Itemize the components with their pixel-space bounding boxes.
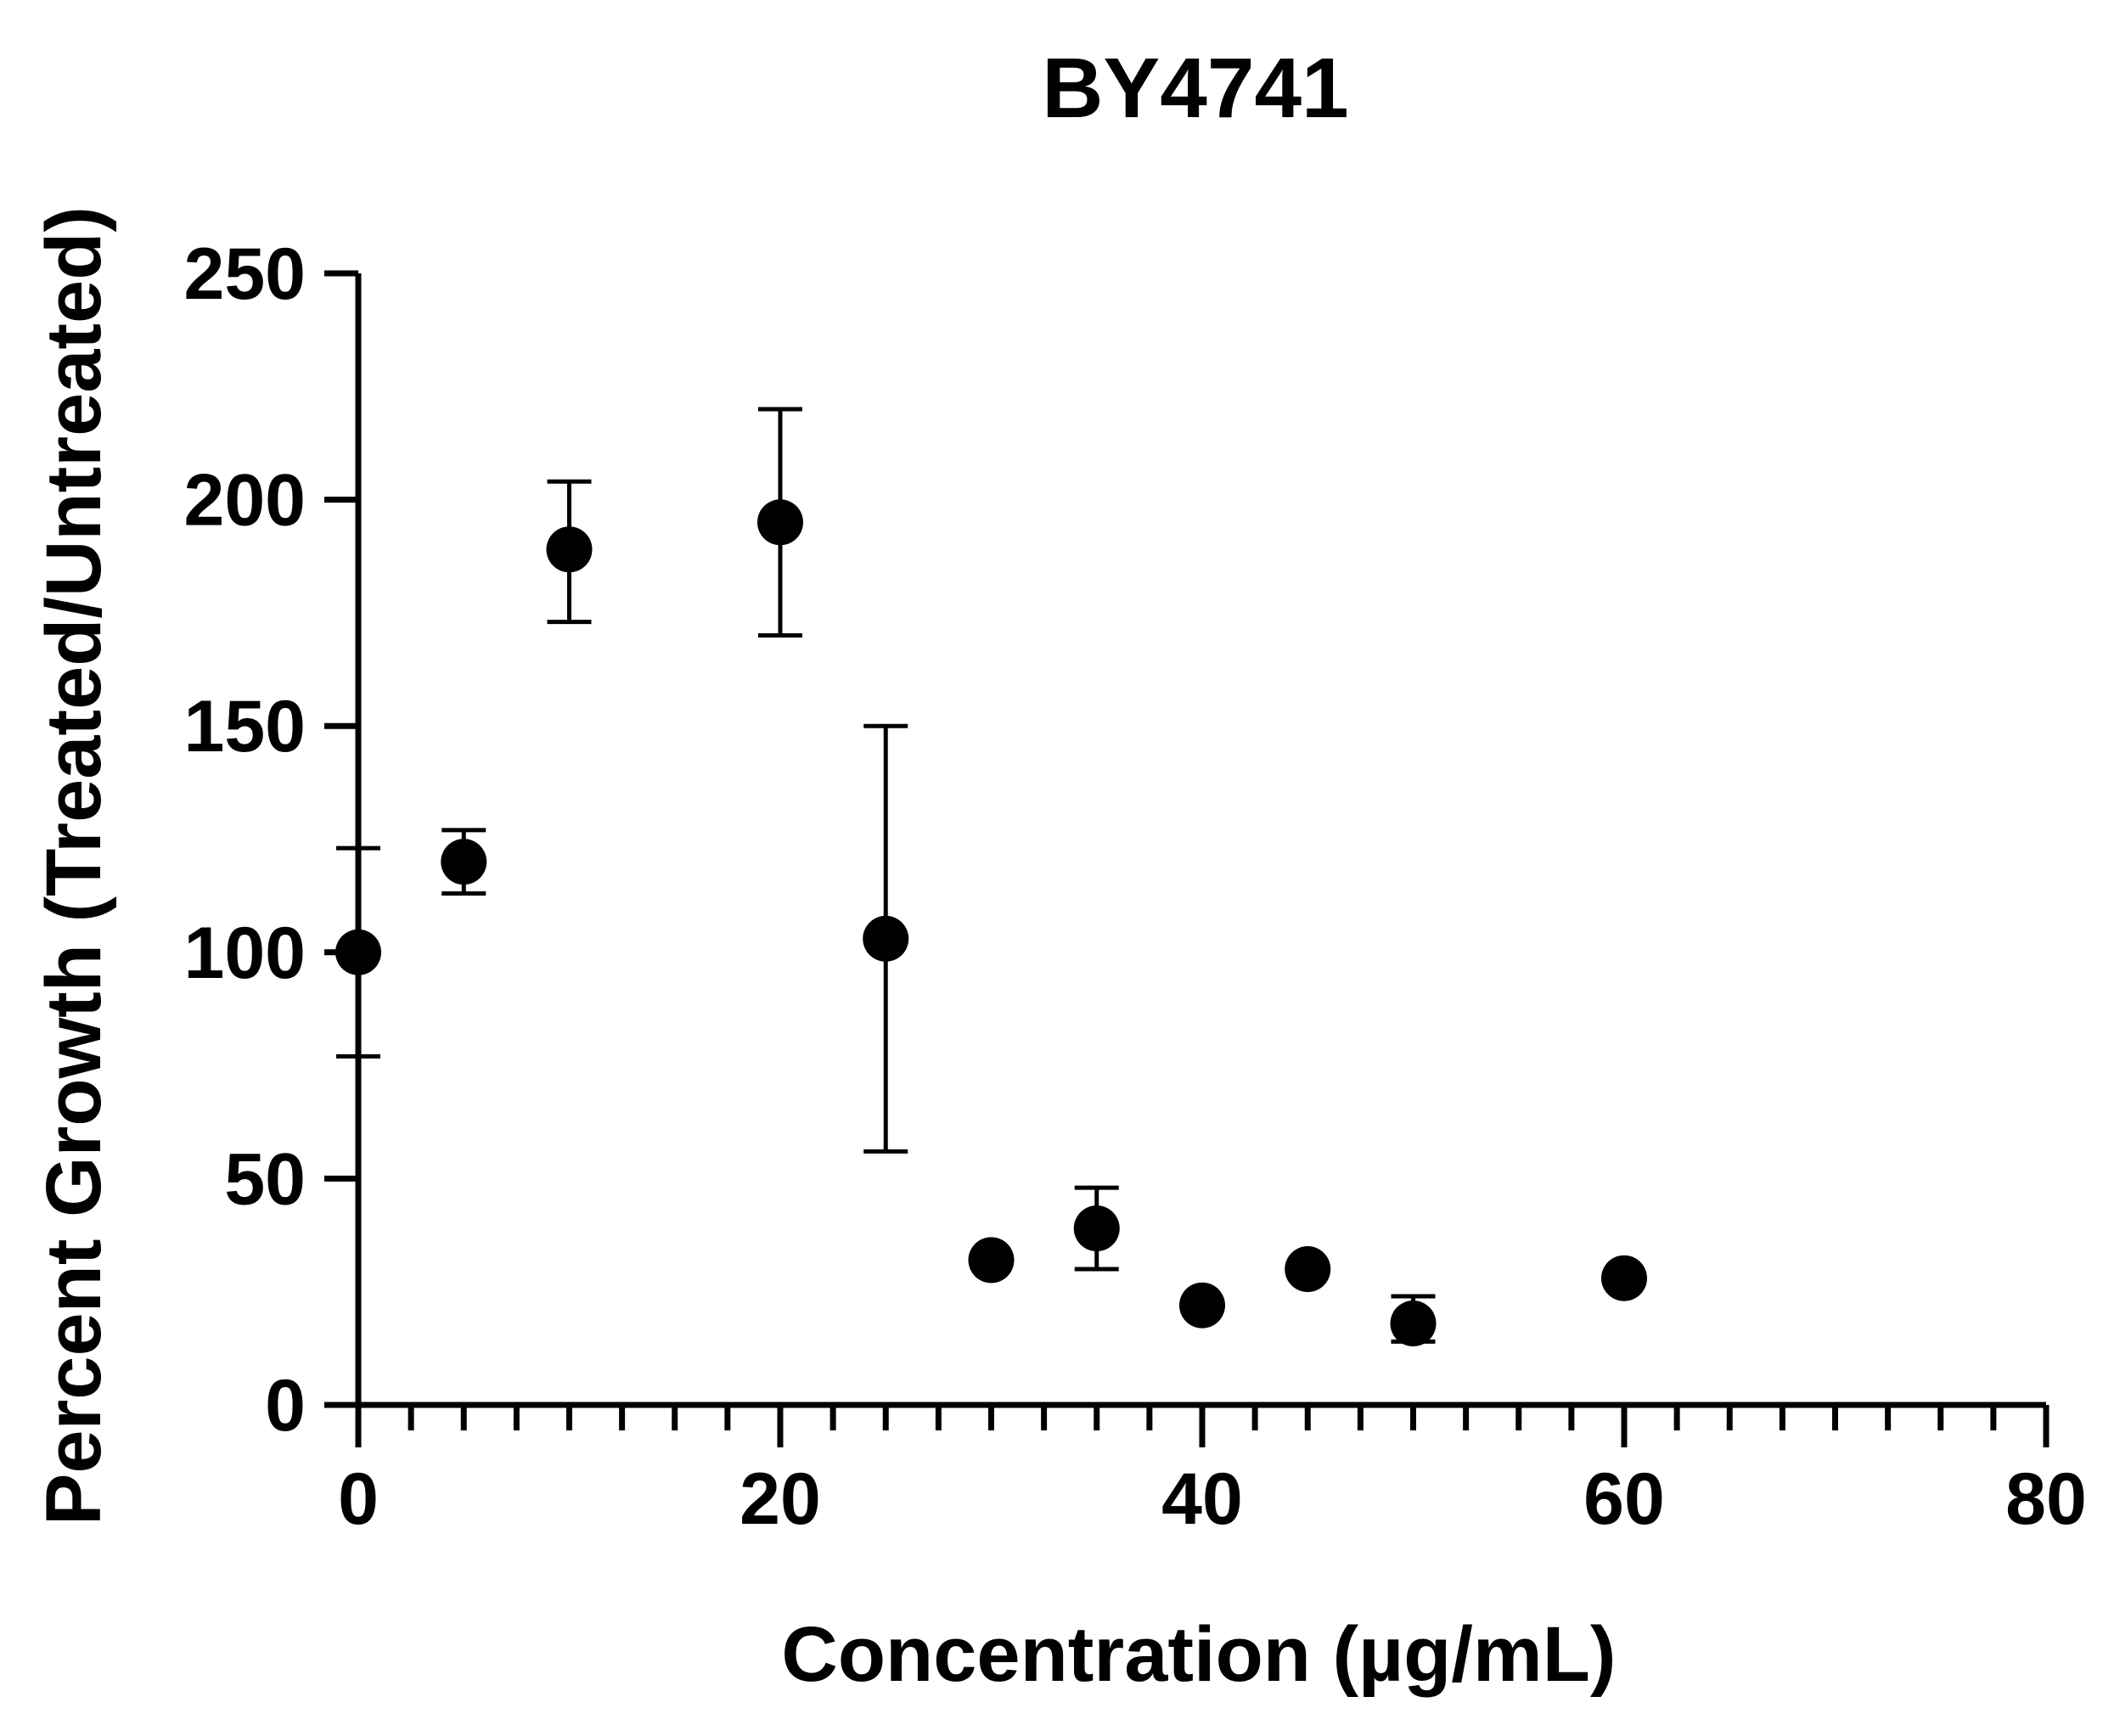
data-point	[441, 839, 487, 885]
x-tick-label: 60	[1583, 1458, 1665, 1540]
data-point	[1285, 1246, 1331, 1293]
data-point	[335, 929, 381, 975]
plot-area: 0 50 100 150 200 250 0 20 40 60 80	[184, 233, 2087, 1540]
data-point	[1073, 1205, 1120, 1252]
x-tick-label: 80	[2005, 1458, 2087, 1540]
y-tick-label: 0	[265, 1365, 306, 1447]
x-tick-label: 20	[739, 1458, 821, 1540]
data-point	[968, 1237, 1015, 1284]
data-point	[1179, 1282, 1225, 1329]
data-point	[1601, 1255, 1647, 1301]
data-point	[863, 915, 909, 962]
y-axis-label: Percent Growth (Treated/Untreated)	[31, 206, 117, 1525]
chart-title: BY4741	[1042, 41, 1348, 136]
y-tick-label: 250	[184, 233, 306, 315]
y-tick-label: 50	[224, 1138, 306, 1220]
x-tick-label: 40	[1161, 1458, 1243, 1540]
data-point	[757, 499, 803, 546]
x-tick-label: 0	[338, 1458, 379, 1540]
x-axis-label: Concentration (µg/mL)	[781, 1611, 1616, 1698]
data-point	[1390, 1301, 1437, 1347]
data-point	[546, 526, 593, 573]
y-tick-label: 200	[184, 460, 306, 542]
y-tick-label: 150	[184, 686, 306, 767]
y-tick-label: 100	[184, 913, 306, 994]
